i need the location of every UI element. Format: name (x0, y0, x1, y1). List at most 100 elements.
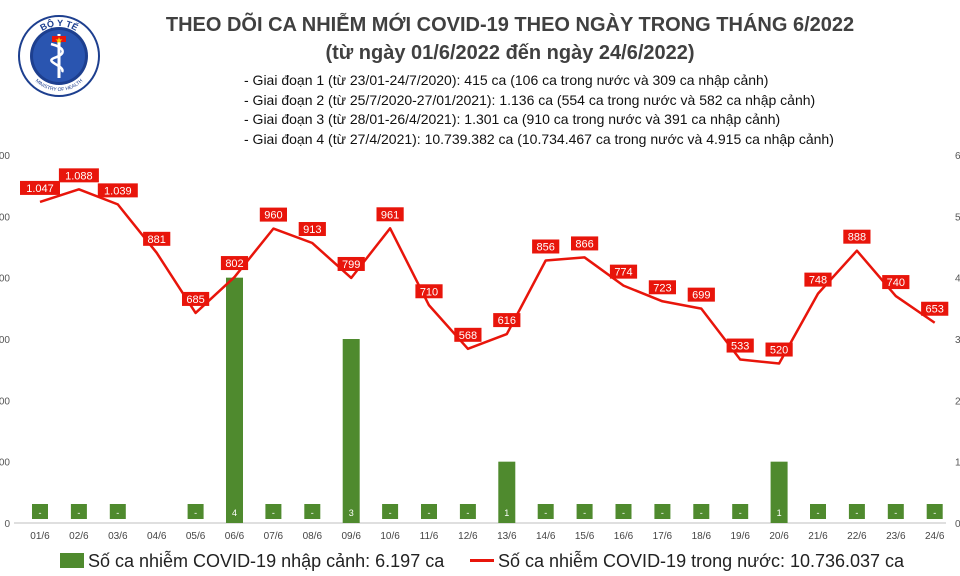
x-axis-tick-label: 14/6 (536, 531, 556, 542)
line-data-label-box (143, 231, 171, 246)
right-axis-tick-label: 0 (955, 519, 960, 530)
bar-series: - - - - 4 - - 3 - - - 1 - - - - - - 1 - - - - (32, 277, 943, 523)
bar (693, 504, 710, 519)
phase-note: - Giai đoạn 3 (từ 28/01-26/4/2021): 1.30… (244, 111, 781, 127)
line-series-path (39, 188, 936, 365)
chart-title: THEO DÕI CA NHIỄM MỚI COVID-19 THEO NGÀY… (165, 14, 855, 36)
line-data-label: 913 (303, 224, 321, 236)
left-axis-tick-label: 00 (0, 274, 10, 285)
bar-data-label: - (739, 508, 742, 518)
left-axis-tick-label: 0 (4, 519, 10, 530)
x-axis-tick-label: 08/6 (303, 531, 323, 542)
line-data-label: 685 (186, 294, 204, 306)
legend-line-entry: Số ca nhiễm COVID-19 trong nước: 10.736.… (470, 551, 904, 572)
bar (226, 277, 243, 523)
line-data-label: 653 (926, 304, 944, 316)
line-data-label-box (532, 239, 560, 254)
line-data-label: 723 (653, 282, 671, 294)
line-data-label: 1.039 (104, 185, 132, 197)
bar (498, 461, 516, 523)
phase-note: - Giai đoạn 1 (từ 23/01-24/7/2020): 415 … (244, 72, 769, 88)
bar-data-label: 1 (777, 508, 782, 518)
line-data-label-box (337, 256, 365, 271)
legend-bar-label: Số ca nhiễm COVID-19 nhập cảnh: 6.197 ca (88, 551, 445, 571)
bar-data-label: - (39, 508, 42, 518)
bar-data-label: - (428, 508, 431, 518)
line-data-label: 960 (264, 210, 282, 222)
line-data-label-box (843, 229, 871, 244)
line-data-label-box (687, 287, 715, 302)
ministry-of-health-logo: BỘ Y TẾ MINISTRY OF HEALTH (18, 15, 100, 97)
line-data-label: 748 (809, 275, 827, 287)
line-data-label-box (58, 168, 99, 183)
bar (109, 504, 126, 519)
bar (770, 461, 788, 523)
left-axis-tick-label: 00 (0, 335, 10, 346)
x-axis-tick-label: 23/6 (886, 531, 906, 542)
left-axis-tick-label: 00 (0, 151, 10, 162)
phase-notes: - Giai đoạn 1 (từ 23/01-24/7/2020): 415 … (244, 71, 834, 149)
line-data-label-box (882, 275, 910, 290)
bar-data-label: - (583, 508, 586, 518)
x-axis-tick-label: 13/6 (497, 531, 517, 542)
bar-data-label: - (116, 508, 119, 518)
right-axis-tick-label: 4 (955, 274, 960, 285)
line-data-label-box (182, 291, 210, 306)
line-data-label-box (648, 280, 676, 295)
bar (926, 504, 943, 519)
legend-line-label: Số ca nhiễm COVID-19 trong nước: 10.736.… (498, 551, 905, 571)
x-axis-tick-label: 21/6 (808, 531, 828, 542)
bar (732, 504, 749, 519)
bar-data-label: - (933, 508, 936, 518)
line-data-label: 961 (381, 209, 399, 221)
x-axis-tick-label: 06/6 (225, 531, 245, 542)
right-axis-tick-label: 5 (955, 212, 960, 223)
x-axis-tick-label: 20/6 (769, 531, 789, 542)
bar-data-label: - (77, 508, 80, 518)
line-data-label-box (921, 301, 949, 316)
x-axis-tick-label: 01/6 (30, 531, 50, 542)
bar (342, 339, 360, 523)
line-data-label-box (609, 264, 638, 279)
line-data-label: 616 (498, 315, 516, 327)
bar-data-label: - (700, 508, 703, 518)
line-data-label-box (765, 342, 793, 357)
bar (187, 504, 204, 519)
bar (615, 504, 632, 519)
x-axis-tick-label: 18/6 (692, 531, 712, 542)
bar (70, 504, 87, 519)
line-data-label-box (571, 236, 599, 251)
bar-data-label: 4 (232, 508, 237, 518)
bar-data-label: - (272, 508, 275, 518)
bar (304, 504, 321, 519)
line-data-label-box (804, 272, 832, 287)
bar-data-label: - (661, 508, 664, 518)
line-data-label: 520 (770, 345, 788, 357)
line-data-label: 799 (342, 259, 360, 271)
line-data-label: 1.088 (65, 170, 93, 182)
line-data-label: 740 (887, 277, 905, 289)
phase-note: - Giai đoạn 2 (từ 25/7/2020-27/01/2021):… (244, 91, 816, 108)
x-axis-tick-label: 03/6 (108, 531, 128, 542)
line-data-label-box (454, 327, 482, 342)
right-axis-tick-label: 1 (955, 458, 960, 469)
bar (459, 504, 476, 519)
legend-bar-entry: Số ca nhiễm COVID-19 nhập cảnh: 6.197 ca (60, 551, 444, 572)
line-data-label-box (220, 256, 249, 271)
line-data-label: 802 (225, 258, 243, 270)
line-data-label: 1.047 (26, 183, 54, 195)
bar (576, 504, 593, 519)
bar (537, 504, 554, 519)
x-axis-tick-label: 11/6 (420, 531, 439, 542)
line-data-label: 568 (459, 330, 477, 342)
bar-data-label: - (389, 508, 392, 518)
bar-data-label: - (817, 508, 820, 518)
line-data-label-box (97, 183, 138, 198)
chart-subtitle: (từ ngày 01/6/2022 đến ngày 24/6/2022) (325, 42, 695, 64)
bar-data-label: 1 (504, 508, 509, 518)
line-data-label: 710 (420, 286, 438, 298)
bar (382, 504, 399, 519)
x-axis-tick-label: 24/6 (925, 531, 945, 542)
bar (421, 504, 437, 519)
